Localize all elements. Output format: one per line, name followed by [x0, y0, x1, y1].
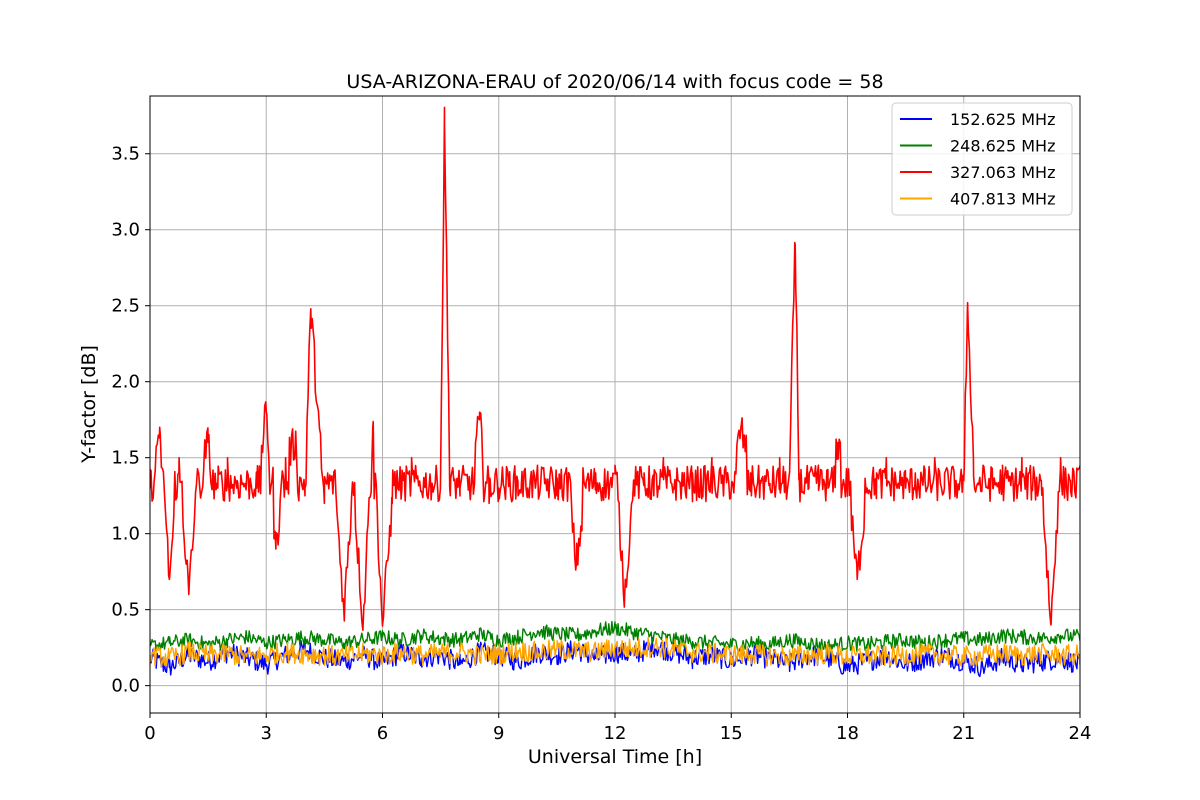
series-line-3: [150, 106, 1080, 632]
legend-box: [891, 102, 1073, 216]
legend-label: 327.063 MHz: [950, 163, 1055, 182]
y-tick-label: 2.0: [111, 372, 140, 393]
x-tick-label: 24: [1069, 723, 1092, 744]
y-axis: 0.0 0.5 1.0 1.5 2.0 2.5 3.0 3.5: [111, 144, 150, 697]
y-tick-label: 1.0: [111, 524, 140, 545]
legend-label: 407.813 MHz: [950, 190, 1055, 209]
legend: 152.625 MHz 248.625 MHz 327.063 MHz 407.813…: [891, 102, 1073, 216]
y-tick-label: 1.5: [111, 448, 140, 469]
series-line-2: [150, 620, 1080, 654]
y-tick-label: 3.0: [111, 220, 140, 241]
y-axis-label: Y-factor [dB]: [78, 345, 100, 464]
x-tick-label: 18: [836, 723, 859, 744]
x-tick-label: 12: [604, 723, 627, 744]
x-tick-label: 6: [377, 723, 388, 744]
legend-label: 152.625 MHz: [950, 110, 1055, 129]
x-axis: 0 3 6 9 12 15 18 21 24: [144, 713, 1091, 744]
y-tick-label: 0.0: [111, 676, 140, 697]
x-axis-label: Universal Time [h]: [528, 746, 702, 768]
x-tick-label: 9: [493, 723, 504, 744]
x-tick-label: 3: [261, 723, 272, 744]
plot-area: [149, 95, 1081, 714]
y-tick-label: 3.5: [111, 144, 140, 165]
series-line-1: [150, 636, 1080, 678]
y-tick-label: 0.5: [111, 600, 140, 621]
chart-title: USA-ARIZONA-ERAU of 2020/06/14 with focu…: [346, 71, 883, 93]
x-tick-label: 15: [720, 723, 743, 744]
series-group: [150, 106, 1080, 678]
series-line-4: [150, 637, 1080, 668]
x-tick-label: 21: [952, 723, 975, 744]
legend-label: 248.625 MHz: [950, 137, 1055, 156]
y-tick-label: 2.5: [111, 296, 140, 317]
x-tick-label: 0: [144, 723, 155, 744]
